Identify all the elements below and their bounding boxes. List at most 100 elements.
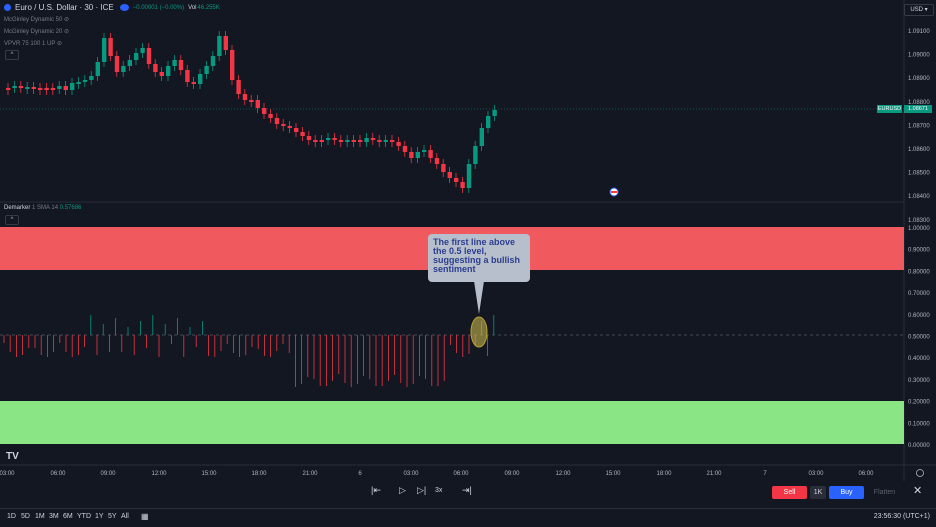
speed-button[interactable]: 3x [435, 487, 443, 494]
oscillator-legend[interactable]: Demarker 1 SMA 14 0.57686 [4, 205, 81, 211]
time-tick-label: 06:00 [858, 471, 874, 477]
time-tick-label: 03:00 [403, 471, 419, 477]
eye-hidden-icon[interactable]: ⊘ [56, 41, 62, 47]
quantity-button[interactable]: 1K [810, 486, 826, 499]
price-tick-label: 1.09100 [908, 29, 930, 35]
candle-body [12, 86, 17, 88]
volume-label: Vol [188, 4, 197, 11]
candle-body [6, 88, 11, 90]
eye-hidden-icon[interactable]: ⊘ [64, 17, 70, 23]
candle-body [460, 182, 465, 188]
indicator-mcginley-20[interactable]: McGinley Dynamic 20 ⊘ [4, 28, 69, 35]
candle-body [82, 80, 88, 82]
candle-body [422, 150, 427, 152]
market-status-icon [119, 4, 129, 11]
flatten-button[interactable]: Flatten [873, 489, 896, 496]
range-1y[interactable]: 1Y [95, 513, 104, 520]
sell-button[interactable]: Sell [772, 486, 807, 499]
symbol-title[interactable]: Euro / U.S. Dollar · 30 · ICE [15, 3, 114, 12]
close-replay-icon[interactable]: ✕ [913, 485, 923, 497]
range-5d[interactable]: 5D [21, 513, 30, 520]
candle-body [294, 128, 299, 132]
candle-body [31, 87, 36, 89]
volume-value: 46.255K [197, 4, 220, 11]
time-tick-label: 18:00 [251, 471, 267, 477]
collapse-pane-button[interactable]: ^ [5, 215, 19, 225]
oscillator-params: 1 SMA 14 [32, 205, 59, 211]
candle-body [473, 146, 478, 164]
axis-settings-icon[interactable] [916, 469, 924, 477]
time-tick-label: 12:00 [151, 471, 167, 477]
osc-tick-label: 0.80000 [908, 269, 930, 275]
osc-tick-label: 0.30000 [908, 378, 930, 384]
collapse-indicators-button[interactable]: ^ [5, 50, 19, 60]
range-all[interactable]: All [121, 513, 129, 520]
play-icon[interactable]: ▷ [399, 485, 406, 495]
osc-tick-label: 1.00000 [908, 226, 930, 232]
candle-body [377, 140, 382, 142]
eye-hidden-icon[interactable]: ⊘ [64, 29, 70, 35]
bottom-toolbar: 1D 5D 1M 3M 6M YTD 1Y 5Y All ▦ 23:56:30 … [0, 508, 936, 527]
time-tick-label: 21:00 [706, 471, 722, 477]
price-tick-label: 1.08700 [908, 123, 930, 129]
time-tick-label: 03:00 [808, 471, 824, 477]
osc-tick-label: 0.40000 [908, 356, 930, 362]
time-axis[interactable]: 03:00 06:00 09:00 12:00 15:00 18:00 21:00 6 03:0… [0, 471, 874, 477]
price-tick-label: 1.08800 [908, 100, 930, 106]
candle-body [204, 66, 209, 74]
osc-tick-label: 0.20000 [908, 400, 930, 406]
buy-button[interactable]: Buy [829, 486, 864, 499]
oscillator-axis[interactable]: 1.00000 0.90000 0.80000 0.70000 0.60000 0.500… [908, 226, 930, 449]
candle-body [434, 158, 440, 164]
time-tick-label: 21:00 [302, 471, 318, 477]
candle-body [300, 132, 305, 136]
price-axis[interactable]: 1.09100 1.09000 1.08900 1.08800 1.08700 1.086… [908, 29, 930, 224]
currency-select[interactable]: USD ▾ [904, 4, 934, 16]
range-1m[interactable]: 1M [35, 513, 45, 520]
candle-body [466, 164, 472, 188]
candle-body [140, 48, 145, 53]
range-3m[interactable]: 3M [49, 513, 59, 520]
jump-to-start-icon[interactable]: |⇤ [371, 485, 381, 495]
annotation-callout[interactable]: The first line above the 0.5 level, sugg… [428, 234, 530, 282]
candle-body [89, 76, 94, 80]
indicator-vpvr[interactable]: VPVR 75 100 1 UP ⊘ [4, 40, 62, 47]
candle-body [364, 138, 369, 142]
price-tick-label: 1.08600 [908, 147, 930, 153]
header-bar: Euro / U.S. Dollar · 30 · ICE −0.00001 (… [4, 3, 220, 12]
time-tick-label: 15:00 [605, 471, 621, 477]
candle-body [44, 88, 49, 90]
timezone-clock[interactable]: 23:56:30 (UTC+1) [873, 513, 930, 520]
range-ytd[interactable]: YTD [77, 513, 91, 520]
candle-body [159, 72, 164, 76]
jump-to-realtime-icon[interactable]: ⇥| [462, 485, 472, 495]
candle-body [281, 124, 286, 126]
indicator-mcginley-50[interactable]: McGinley Dynamic 50 ⊘ [4, 16, 69, 23]
candle-body [95, 62, 100, 76]
candle-body [492, 110, 497, 116]
time-tick-label: 12:00 [555, 471, 571, 477]
calendar-icon[interactable]: ▦ [141, 512, 149, 521]
currency-label: USD [910, 7, 923, 13]
oversold-zone [0, 401, 904, 444]
range-1d[interactable]: 1D [7, 513, 16, 520]
candle-body [447, 172, 452, 178]
indicator-label: McGinley Dynamic 50 [4, 17, 63, 23]
range-5y[interactable]: 5Y [108, 513, 117, 520]
time-tick-label: 06:00 [50, 471, 66, 477]
symbol-flag-icon [4, 4, 11, 11]
callout-pointer [474, 281, 484, 314]
tradingview-logo: TV [6, 451, 19, 462]
last-price-tag: 1.08671 [904, 105, 932, 113]
candle-body [441, 164, 446, 172]
candle-body [153, 64, 158, 72]
candle-body [319, 140, 324, 142]
price-tick-label: 1.09000 [908, 53, 930, 59]
candle-body [409, 152, 414, 158]
indicator-label: VPVR 75 100 1 UP [4, 41, 56, 47]
time-tick-label: 06:00 [453, 471, 469, 477]
range-6m[interactable]: 6M [63, 513, 73, 520]
candle-body [274, 118, 280, 124]
step-forward-icon[interactable]: ▷| [417, 485, 427, 495]
